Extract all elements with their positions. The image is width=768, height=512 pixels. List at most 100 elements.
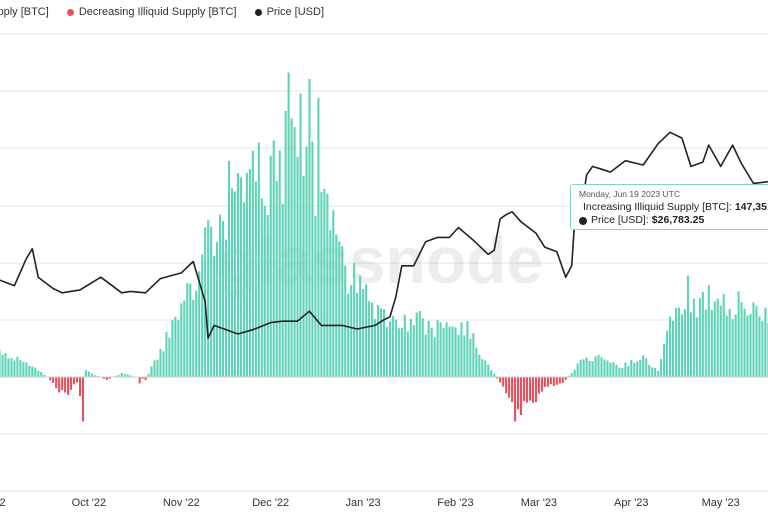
increasing-bar[interactable] bbox=[25, 362, 28, 377]
increasing-bar[interactable] bbox=[475, 347, 478, 377]
increasing-bar[interactable] bbox=[192, 299, 195, 377]
increasing-bar[interactable] bbox=[400, 327, 403, 377]
increasing-bar[interactable] bbox=[576, 363, 579, 377]
increasing-bar[interactable] bbox=[219, 214, 222, 377]
increasing-bar[interactable] bbox=[666, 330, 669, 377]
increasing-bar[interactable] bbox=[365, 284, 368, 377]
decreasing-bar[interactable] bbox=[525, 377, 529, 403]
decreasing-bar[interactable] bbox=[52, 377, 55, 383]
increasing-bar[interactable] bbox=[493, 373, 496, 377]
increasing-bar[interactable] bbox=[314, 216, 317, 377]
increasing-bar[interactable] bbox=[618, 367, 621, 377]
increasing-bar[interactable] bbox=[683, 309, 686, 377]
increasing-bar[interactable] bbox=[96, 375, 99, 377]
increasing-bar[interactable] bbox=[31, 366, 34, 377]
increasing-bar[interactable] bbox=[752, 302, 755, 377]
increasing-bar[interactable] bbox=[463, 335, 466, 377]
increasing-bar[interactable] bbox=[198, 271, 201, 377]
increasing-bar[interactable] bbox=[612, 362, 615, 377]
increasing-bar[interactable] bbox=[227, 160, 231, 377]
increasing-bar[interactable] bbox=[621, 367, 624, 377]
increasing-bar[interactable] bbox=[156, 359, 159, 377]
increasing-bar[interactable] bbox=[725, 315, 728, 377]
decreasing-bar[interactable] bbox=[558, 377, 561, 384]
decreasing-bar[interactable] bbox=[534, 377, 537, 403]
increasing-bar[interactable] bbox=[150, 366, 153, 377]
legend-item-decreasing[interactable]: Decreasing Illiquid Supply [BTC] bbox=[66, 6, 237, 18]
increasing-bar[interactable] bbox=[22, 361, 25, 377]
increasing-bar[interactable] bbox=[371, 302, 374, 377]
increasing-bar[interactable] bbox=[648, 364, 651, 377]
increasing-bar[interactable] bbox=[16, 356, 19, 377]
increasing-bar[interactable] bbox=[409, 318, 412, 377]
increasing-bar[interactable] bbox=[674, 308, 678, 377]
increasing-bar[interactable] bbox=[293, 127, 296, 377]
increasing-bar[interactable] bbox=[707, 285, 710, 377]
decreasing-bar[interactable] bbox=[499, 377, 502, 383]
decreasing-bar[interactable] bbox=[543, 377, 546, 387]
increasing-bar[interactable] bbox=[695, 317, 698, 377]
increasing-bar[interactable] bbox=[174, 316, 177, 377]
increasing-bar[interactable] bbox=[701, 292, 704, 377]
decreasing-bar[interactable] bbox=[540, 377, 543, 392]
increasing-bar[interactable] bbox=[302, 176, 305, 377]
increasing-bar[interactable] bbox=[296, 156, 299, 377]
decreasing-bar[interactable] bbox=[61, 377, 64, 391]
decreasing-bar[interactable] bbox=[70, 377, 73, 390]
increasing-bar[interactable] bbox=[13, 360, 16, 377]
decreasing-bar[interactable] bbox=[73, 377, 76, 385]
increasing-bar[interactable] bbox=[248, 169, 251, 377]
increasing-bar[interactable] bbox=[603, 359, 606, 377]
decreasing-bar[interactable] bbox=[49, 377, 52, 381]
decreasing-bar[interactable] bbox=[531, 377, 535, 403]
increasing-bar[interactable] bbox=[686, 275, 689, 377]
increasing-bar[interactable] bbox=[90, 373, 93, 377]
increasing-bar[interactable] bbox=[356, 292, 359, 377]
increasing-bar[interactable] bbox=[114, 375, 117, 377]
increasing-bar[interactable] bbox=[239, 177, 242, 377]
increasing-bar[interactable] bbox=[692, 298, 695, 377]
increasing-bar[interactable] bbox=[278, 150, 281, 377]
increasing-bar[interactable] bbox=[320, 191, 323, 377]
increasing-bar[interactable] bbox=[222, 221, 225, 377]
increasing-bar[interactable] bbox=[451, 326, 454, 377]
increasing-bar[interactable] bbox=[734, 314, 737, 377]
increasing-bar[interactable] bbox=[609, 362, 612, 377]
increasing-bar[interactable] bbox=[671, 320, 675, 377]
increasing-bar[interactable] bbox=[323, 188, 326, 377]
increasing-bar[interactable] bbox=[195, 290, 198, 377]
increasing-bar[interactable] bbox=[317, 98, 320, 377]
increasing-bar[interactable] bbox=[260, 198, 263, 377]
increasing-bar[interactable] bbox=[210, 226, 213, 377]
increasing-bar[interactable] bbox=[442, 328, 445, 377]
increasing-bar[interactable] bbox=[418, 311, 421, 377]
increasing-bar[interactable] bbox=[34, 367, 37, 377]
increasing-bar[interactable] bbox=[585, 357, 588, 377]
increasing-bar[interactable] bbox=[689, 312, 692, 377]
decreasing-bar[interactable] bbox=[505, 377, 508, 394]
decreasing-bar[interactable] bbox=[511, 377, 514, 403]
decreasing-bar[interactable] bbox=[546, 377, 549, 387]
decreasing-bar[interactable] bbox=[102, 377, 105, 379]
decreasing-bar[interactable] bbox=[138, 377, 141, 384]
increasing-bar[interactable] bbox=[4, 353, 7, 377]
increasing-bar[interactable] bbox=[266, 215, 269, 377]
increasing-bar[interactable] bbox=[382, 309, 386, 377]
increasing-bar[interactable] bbox=[490, 370, 493, 377]
increasing-bar[interactable] bbox=[290, 118, 293, 378]
increasing-bar[interactable] bbox=[341, 246, 344, 377]
increasing-bar[interactable] bbox=[588, 360, 591, 377]
increasing-bar[interactable] bbox=[615, 364, 618, 377]
increasing-bar[interactable] bbox=[624, 362, 627, 377]
increasing-bar[interactable] bbox=[698, 298, 701, 377]
increasing-bar[interactable] bbox=[359, 275, 362, 378]
increasing-bar[interactable] bbox=[379, 308, 383, 377]
increasing-bar[interactable] bbox=[37, 370, 40, 377]
increasing-bar[interactable] bbox=[460, 322, 463, 377]
increasing-bar[interactable] bbox=[594, 356, 597, 377]
legend-item-price[interactable]: Price [USD] bbox=[254, 6, 324, 18]
increasing-bar[interactable] bbox=[481, 359, 484, 377]
decreasing-bar[interactable] bbox=[75, 377, 79, 383]
increasing-bar[interactable] bbox=[362, 288, 365, 377]
increasing-bar[interactable] bbox=[677, 307, 681, 377]
